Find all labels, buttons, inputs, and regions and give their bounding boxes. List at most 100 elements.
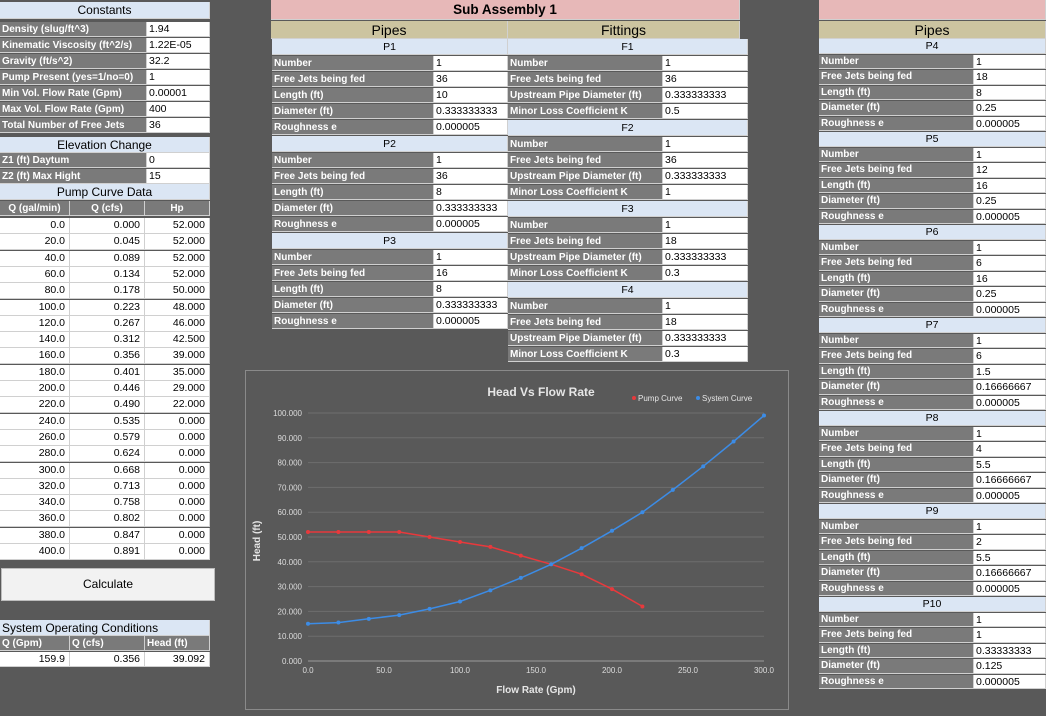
operating-value[interactable]: 0.356 <box>70 652 145 667</box>
pipe-value[interactable]: 8 <box>434 282 508 297</box>
pump-table-cell[interactable]: 0.000 <box>145 478 210 495</box>
pump-table-cell[interactable]: 0.178 <box>70 283 145 300</box>
pump-table-cell[interactable]: 0.713 <box>70 478 145 495</box>
pump-table-cell[interactable]: 52.000 <box>145 266 210 283</box>
pipe-value[interactable]: 5.5 <box>974 550 1046 565</box>
pump-table-cell[interactable]: 0.000 <box>145 429 210 446</box>
pipe-value[interactable]: 0.16666667 <box>974 566 1046 581</box>
pipe-value[interactable]: 16 <box>434 266 508 281</box>
pump-table-cell[interactable]: 0.446 <box>70 381 145 397</box>
pipe-value[interactable]: 0.000005 <box>974 395 1046 410</box>
pump-table-cell[interactable]: 0.758 <box>70 495 145 512</box>
pump-table-cell[interactable]: 360.0 <box>0 511 70 528</box>
pump-table-cell[interactable]: 200.0 <box>0 381 70 397</box>
fitting-value[interactable]: 0.5 <box>663 104 748 119</box>
operating-value[interactable]: 159.9 <box>0 652 70 667</box>
pump-table-cell[interactable]: 180.0 <box>0 364 70 381</box>
pipe-value[interactable]: 6 <box>974 349 1046 364</box>
pump-table-cell[interactable]: 48.000 <box>145 299 210 316</box>
pump-table-cell[interactable]: 0.000 <box>145 495 210 512</box>
fitting-value[interactable]: 36 <box>663 72 748 87</box>
pump-table-cell[interactable]: 0.356 <box>70 348 145 365</box>
fitting-value[interactable]: 18 <box>663 315 748 330</box>
pipe-value[interactable]: 0.333333333 <box>434 201 508 216</box>
pump-table-cell[interactable]: 0.000 <box>70 218 145 234</box>
pipe-value[interactable]: 0.000005 <box>434 314 508 329</box>
pump-table-cell[interactable]: 100.0 <box>0 299 70 316</box>
pump-table-cell[interactable]: 120.0 <box>0 315 70 332</box>
pump-table-cell[interactable]: 0.401 <box>70 364 145 381</box>
pump-table-cell[interactable]: 0.847 <box>70 527 145 544</box>
pump-table-cell[interactable]: 52.000 <box>145 250 210 267</box>
pump-table-cell[interactable]: 50.000 <box>145 283 210 300</box>
pump-table-cell[interactable]: 60.0 <box>0 266 70 283</box>
pump-table-cell[interactable]: 0.000 <box>145 413 210 430</box>
pump-table-cell[interactable]: 220.0 <box>0 397 70 414</box>
fitting-value[interactable]: 0.333333333 <box>663 250 748 265</box>
pump-table-cell[interactable]: 140.0 <box>0 332 70 349</box>
constant-value[interactable]: 1 <box>147 70 210 85</box>
pump-table-cell[interactable]: 400.0 <box>0 544 70 560</box>
pump-table-cell[interactable]: 52.000 <box>145 234 210 251</box>
pump-table-cell[interactable]: 20.0 <box>0 234 70 251</box>
pump-table-cell[interactable]: 0.535 <box>70 413 145 430</box>
pipe-value[interactable]: 1 <box>974 519 1046 534</box>
pipe-value[interactable]: 1 <box>434 56 508 71</box>
pipe-value[interactable]: 0.333333333 <box>434 298 508 313</box>
pipe-value[interactable]: 4 <box>974 442 1046 457</box>
pipe-value[interactable]: 18 <box>974 70 1046 85</box>
pipe-value[interactable]: 16 <box>974 271 1046 286</box>
fitting-value[interactable]: 1 <box>663 56 748 71</box>
pipe-value[interactable]: 0.16666667 <box>974 380 1046 395</box>
calculate-button[interactable]: Calculate <box>1 568 215 601</box>
pump-table-cell[interactable]: 42.500 <box>145 332 210 349</box>
pump-table-cell[interactable]: 300.0 <box>0 462 70 479</box>
pump-table-cell[interactable]: 0.802 <box>70 511 145 528</box>
pump-table-cell[interactable]: 340.0 <box>0 495 70 512</box>
pipe-value[interactable]: 0.16666667 <box>974 473 1046 488</box>
pipe-value[interactable]: 0.000005 <box>974 581 1046 596</box>
pipe-value[interactable]: 2 <box>974 535 1046 550</box>
fitting-value[interactable]: 1 <box>663 299 748 314</box>
pipe-value[interactable]: 0.33333333 <box>974 643 1046 658</box>
pump-table-cell[interactable]: 0.000 <box>145 511 210 528</box>
pipe-value[interactable]: 1 <box>974 240 1046 255</box>
fitting-value[interactable]: 18 <box>663 234 748 249</box>
pipe-value[interactable]: 0.25 <box>974 287 1046 302</box>
pump-table-cell[interactable]: 22.000 <box>145 397 210 414</box>
pipe-value[interactable]: 10 <box>434 88 508 103</box>
pump-table-cell[interactable]: 380.0 <box>0 527 70 544</box>
pump-table-cell[interactable]: 46.000 <box>145 315 210 332</box>
pump-table-cell[interactable]: 0.000 <box>145 544 210 560</box>
pipe-value[interactable]: 1 <box>974 426 1046 441</box>
head-vs-flow-chart[interactable]: Head Vs Flow Rate Flow Rate (Gpm) Head (… <box>245 370 789 710</box>
pipe-value[interactable]: 6 <box>974 256 1046 271</box>
pump-table-cell[interactable]: 39.000 <box>145 348 210 365</box>
pipe-value[interactable]: 8 <box>434 185 508 200</box>
elevation-value[interactable]: 0 <box>147 153 210 168</box>
constant-value[interactable]: 1.94 <box>147 22 210 37</box>
pump-table-cell[interactable]: 0.045 <box>70 234 145 251</box>
pump-table-cell[interactable]: 0.223 <box>70 299 145 316</box>
pump-table-cell[interactable]: 240.0 <box>0 413 70 430</box>
pump-table-cell[interactable]: 0.624 <box>70 446 145 463</box>
pump-table-cell[interactable]: 280.0 <box>0 446 70 463</box>
pipe-value[interactable]: 0.000005 <box>974 302 1046 317</box>
pump-table-cell[interactable]: 0.668 <box>70 462 145 479</box>
fitting-value[interactable]: 0.333333333 <box>663 88 748 103</box>
pump-table-cell[interactable]: 0.089 <box>70 250 145 267</box>
fitting-value[interactable]: 0.3 <box>663 266 748 281</box>
pipe-value[interactable]: 1 <box>974 628 1046 643</box>
pump-table-cell[interactable]: 0.0 <box>0 218 70 234</box>
pump-table-cell[interactable]: 0.312 <box>70 332 145 349</box>
fitting-value[interactable]: 1 <box>663 137 748 152</box>
pipe-value[interactable]: 8 <box>974 85 1046 100</box>
pump-table-cell[interactable]: 0.891 <box>70 544 145 560</box>
pump-table-cell[interactable]: 29.000 <box>145 381 210 397</box>
pipe-value[interactable]: 1.5 <box>974 364 1046 379</box>
pipe-value[interactable]: 1 <box>974 333 1046 348</box>
pipe-value[interactable]: 36 <box>434 169 508 184</box>
pump-table-cell[interactable]: 0.134 <box>70 266 145 283</box>
pipe-value[interactable]: 0.000005 <box>434 120 508 135</box>
constant-value[interactable]: 36 <box>147 118 210 133</box>
